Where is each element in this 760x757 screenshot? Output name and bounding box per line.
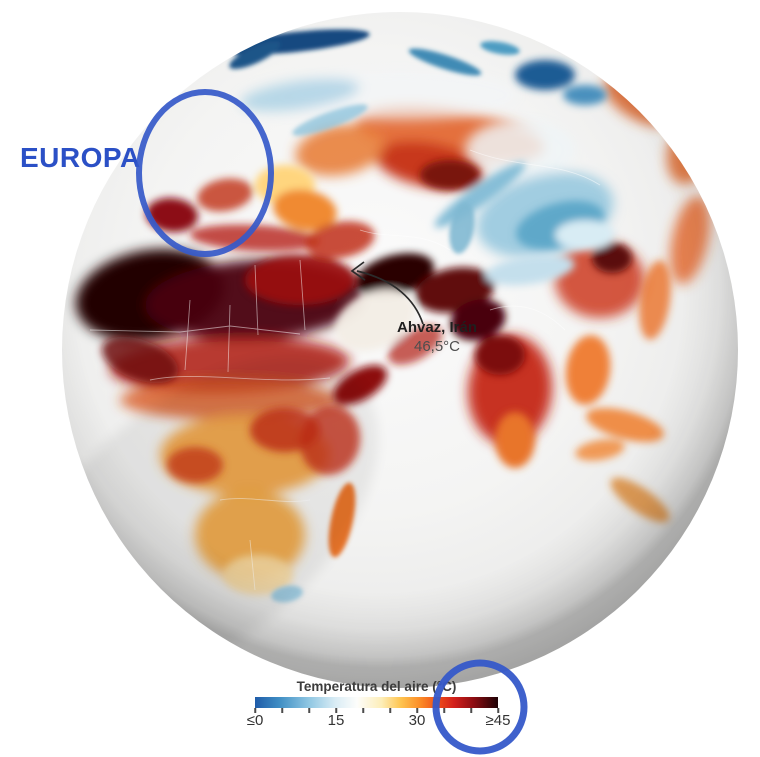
legend-tick: [308, 708, 310, 713]
legend-tick-label: ≤0: [246, 712, 264, 729]
legend-tick: [335, 708, 337, 713]
ahvaz-city-label: Ahvaz, Irán: [396, 319, 478, 336]
legend-colorbar: [255, 697, 498, 708]
europa-label: EUROPA: [20, 142, 141, 173]
ahvaz-temperature-value: 46,5°C: [413, 338, 461, 355]
legend-tick: [416, 708, 418, 713]
legend-tick: [362, 708, 364, 713]
legend-title: Temperatura del aire (°C): [296, 679, 457, 694]
legend-label-row: ≤0 15 30 ≥45: [247, 712, 511, 730]
legend-tick-label: 30: [408, 712, 426, 729]
ahvaz-annotation: Ahvaz, Irán 46,5°C: [357, 319, 517, 356]
legend-tick: [389, 708, 391, 713]
legend-tick: [254, 708, 256, 713]
legend-tick: [281, 708, 283, 713]
legend-tick-label: ≥45: [485, 712, 511, 729]
legend-tick-label: 15: [327, 712, 345, 729]
